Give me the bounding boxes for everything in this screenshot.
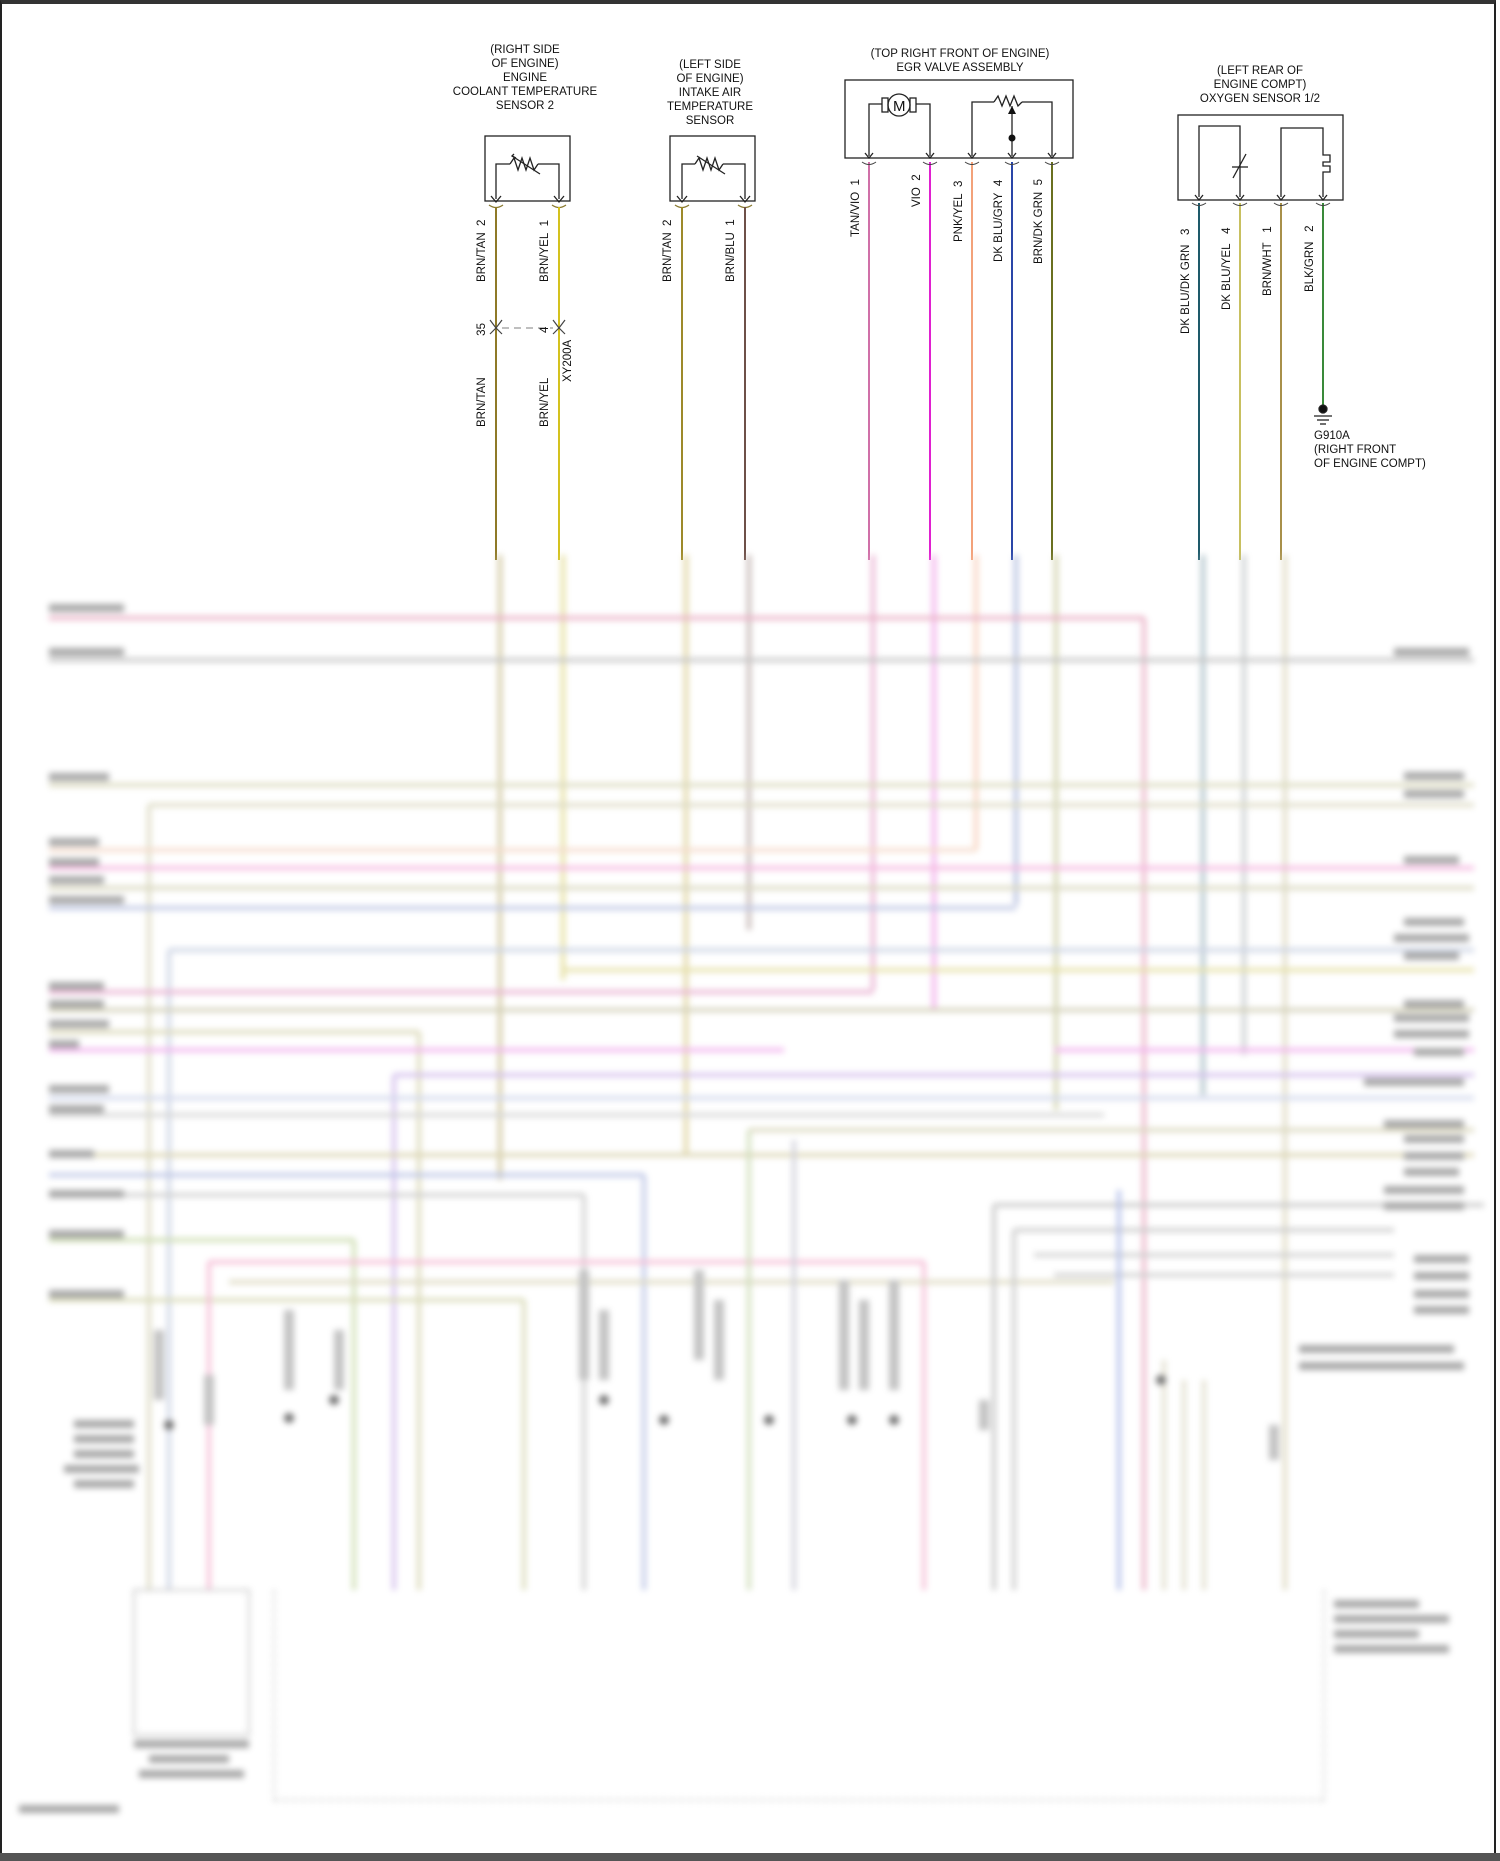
ect2-sensor-symbol (484, 135, 571, 209)
iat-title: (LEFT SIDE OF ENGINE) INTAKE AIR TEMPERA… (666, 59, 754, 127)
bottom-border (0, 1853, 1500, 1861)
o2-pin2-label: BLK/GRN 2 (1304, 225, 1316, 293)
xy200a-pin4-label: BRN/YEL 4 (539, 326, 551, 427)
ect2-title: (RIGHT SIDE OF ENGINE) ENGINE COOLANT TE… (452, 44, 598, 112)
egr-pin1-label: TAN/VIO 1 (850, 179, 862, 237)
egr-motor-label: M (893, 98, 906, 115)
egr-pin4-label: DK BLU/GRY 4 (993, 179, 1005, 262)
iat-pin1-label: BRN/BLU 1 (725, 219, 737, 282)
xy200a-pin35-label: BRN/TAN 35 (476, 323, 488, 427)
iat-pin2-label: BRN/TAN 2 (662, 219, 674, 282)
egr-pin5-label: BRN/DK GRN 5 (1033, 179, 1045, 264)
ect2-pin2-label: BRN/TAN 2 (476, 219, 488, 282)
o2-pin4-label: DK BLU/YEL 4 (1221, 227, 1233, 310)
obscured-wiring (19, 555, 1484, 1813)
xy200a-inline-connector (489, 319, 566, 335)
schematic-top: M (484, 79, 1344, 560)
egr-title: (TOP RIGHT FRONT OF ENGINE) EGR VALVE AS… (870, 48, 1050, 74)
ground-label: G910A (RIGHT FRONT OF ENGINE COMPT) (1314, 430, 1426, 470)
o2-pin1-label: BRN/WHT 1 (1262, 226, 1274, 296)
egr-pin3-label: PNK/YEL 3 (953, 180, 965, 242)
iat-sensor-symbol (669, 135, 756, 209)
ect2-pin1-label: BRN/YEL 1 (539, 219, 551, 282)
o2-title: (LEFT REAR OF ENGINE COMPT) OXYGEN SENSO… (1199, 65, 1321, 105)
wiper-arrow-icon (1008, 106, 1016, 114)
egr-pin2-label: VIO 2 (911, 174, 923, 207)
obscured-schematic-region (4, 555, 1494, 1855)
o2-pin3-label: DK BLU/DK GRN 3 (1180, 228, 1192, 334)
ground-icon (1314, 404, 1332, 425)
xy200a-connector-label: XY200A (562, 339, 574, 382)
o2-sensor-symbol (1177, 114, 1344, 202)
wires-top (495, 162, 1324, 560)
egr-valve-symbol (844, 79, 1074, 160)
junction-dot (1008, 134, 1016, 142)
